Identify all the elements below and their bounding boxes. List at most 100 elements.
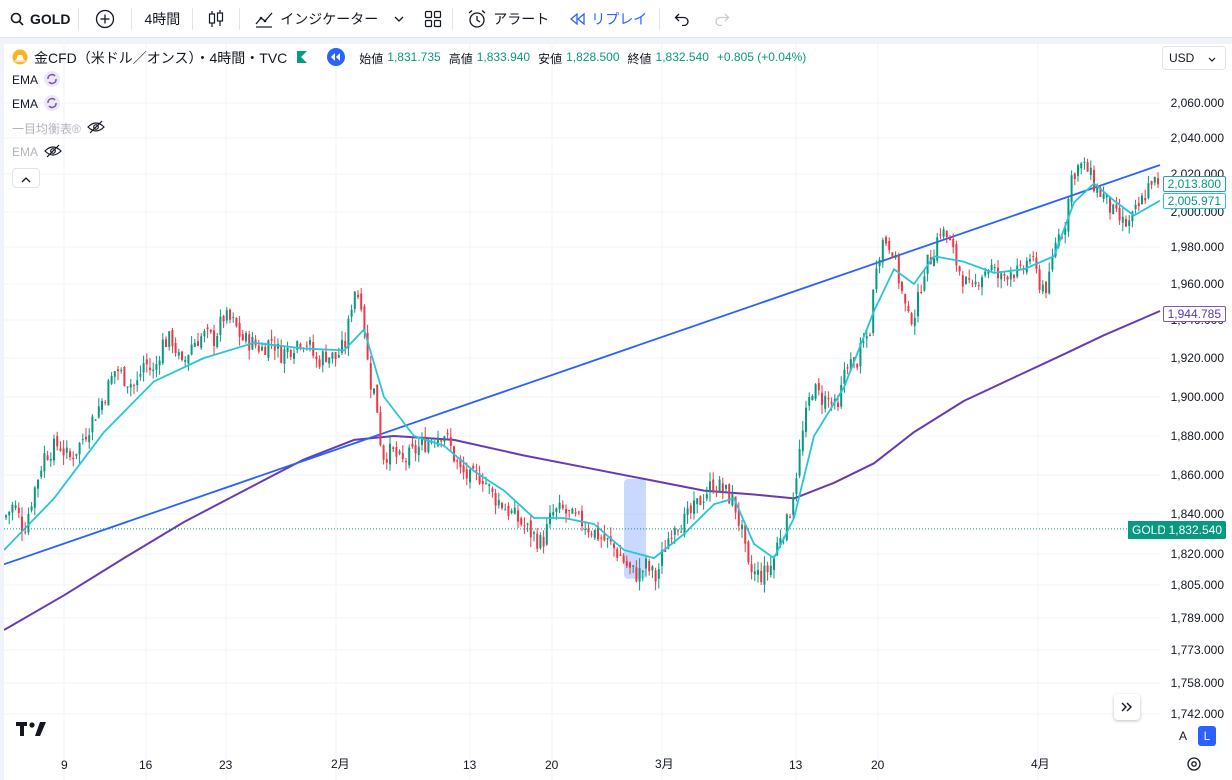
candle-body (101, 401, 103, 410)
candle-body (1128, 220, 1131, 226)
price-chart[interactable] (4, 44, 1232, 780)
symbol-search[interactable]: GOLD (0, 0, 78, 38)
candle-body (408, 447, 411, 466)
indicators-button[interactable]: インジケーター (240, 0, 414, 38)
candle-body (939, 234, 942, 236)
candle-body (17, 507, 20, 514)
candle-body (574, 512, 577, 514)
candle-body (801, 430, 804, 452)
candle-body (869, 334, 871, 336)
trend-line[interactable] (4, 164, 1161, 566)
candle-body (177, 352, 180, 356)
candle-body (501, 503, 503, 509)
tradingview-logo[interactable] (16, 720, 48, 743)
price-axis-label: 1,840.000 (1170, 507, 1224, 521)
replay-circle-icon[interactable] (327, 47, 346, 69)
auto-scale-button[interactable]: A (1178, 729, 1187, 743)
eye-hidden-icon[interactable] (86, 120, 105, 137)
currency-selector[interactable]: USD (1162, 46, 1226, 70)
chart-type-button[interactable] (193, 0, 239, 38)
candle-body (203, 330, 206, 337)
candle-body (651, 566, 654, 571)
scroll-to-realtime-button[interactable] (1114, 694, 1140, 720)
candle-body (641, 571, 644, 573)
candle-body (865, 336, 868, 339)
collapse-legend-button[interactable] (12, 168, 40, 188)
alert-button[interactable]: アラート (453, 0, 563, 38)
alert-label: アラート (493, 10, 550, 27)
indicator-ema-2[interactable]: EMA (12, 92, 806, 116)
candle-body (513, 507, 516, 514)
candle-body (389, 443, 391, 465)
candle-body (209, 329, 212, 333)
candle-body (395, 446, 398, 457)
candle-body (59, 448, 62, 451)
candle-body (273, 344, 276, 351)
candle-body (1045, 281, 1047, 294)
candles-icon (207, 9, 225, 29)
price-axis-label: 1,773.000 (1170, 643, 1224, 657)
candle-body (619, 554, 622, 556)
candle-body (593, 529, 596, 538)
candle-body (1064, 228, 1067, 235)
log-scale-button[interactable]: L (1198, 726, 1216, 746)
compare-button[interactable] (79, 0, 131, 38)
candle-body (33, 487, 36, 508)
eye-hidden-icon[interactable] (44, 144, 62, 161)
candle-body (1093, 169, 1095, 192)
candle-body (104, 402, 107, 404)
candle-body (299, 343, 302, 348)
candle-body (174, 343, 177, 353)
candle-body (1086, 162, 1089, 172)
candle-body (472, 465, 475, 469)
candle-body (689, 505, 692, 514)
chart-pane[interactable] (4, 44, 1232, 780)
candle-body (901, 281, 903, 292)
candle-body (1025, 260, 1028, 273)
candle-body (1070, 175, 1073, 203)
candle-body (974, 282, 977, 285)
loading-spinner-icon (44, 70, 61, 90)
ema-slow-path (4, 310, 1161, 631)
legend-title[interactable]: 金CFD（米ドル／オンス）・4時間・TVC (34, 50, 288, 66)
candle-body (891, 252, 894, 258)
candle-body (913, 317, 916, 326)
candle-body (526, 523, 529, 525)
candle-body (881, 240, 884, 263)
candle-body (315, 356, 318, 360)
candle-body (62, 448, 65, 456)
indicator-ema-3[interactable]: EMA (12, 140, 806, 164)
candle-body (229, 309, 231, 320)
candle-body (56, 436, 59, 447)
indicator-ema-1[interactable]: EMA (12, 68, 806, 92)
interval-button[interactable]: 4時間 (132, 0, 192, 38)
replay-button[interactable]: リプレイ (563, 0, 659, 38)
candle-body (949, 237, 951, 241)
ema-fast-path (4, 182, 1161, 560)
candle-body (814, 384, 817, 399)
candle-body (1121, 216, 1124, 223)
candle-body (657, 569, 660, 579)
candle-body (85, 436, 87, 440)
candle-body (993, 266, 996, 268)
indicator-ichimoku[interactable]: 一目均衡表® (12, 116, 806, 140)
replay-label: リプレイ (591, 10, 648, 27)
trend-line-path (4, 164, 1161, 566)
layouts-button[interactable] (414, 0, 452, 38)
candle-body (69, 451, 71, 457)
candle-body (427, 440, 430, 453)
candle-body (81, 439, 84, 441)
candle-body (360, 293, 363, 310)
candle-body (712, 479, 715, 492)
candle-body (337, 355, 340, 358)
chart-settings-button[interactable] (1186, 756, 1202, 777)
candle-body (600, 537, 603, 539)
redo-button[interactable] (704, 0, 740, 38)
candle-body (875, 268, 878, 290)
chevron-down-icon (394, 16, 404, 22)
candle-body (8, 511, 11, 516)
candle-body (296, 341, 299, 350)
undo-button[interactable] (660, 0, 704, 38)
candle-body (353, 291, 356, 309)
candle-body (536, 533, 539, 549)
